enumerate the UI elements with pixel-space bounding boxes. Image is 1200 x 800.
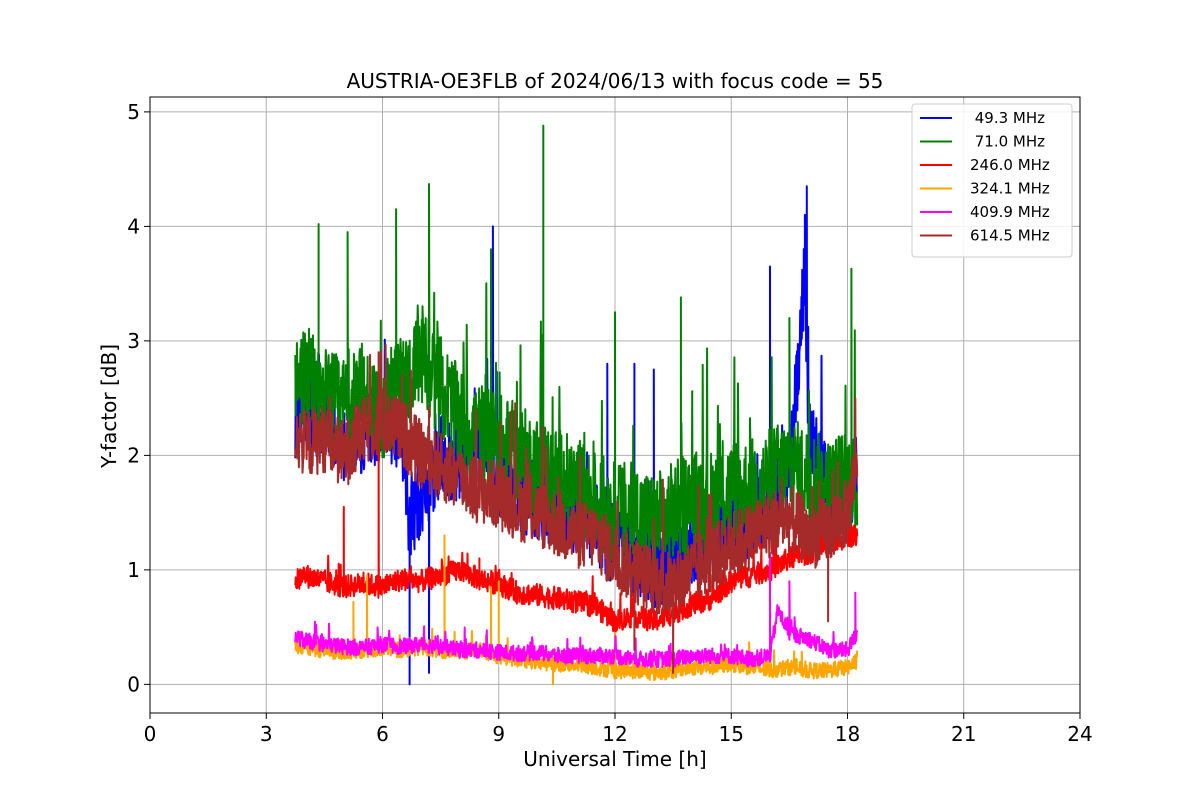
x-axis-title: Universal Time [h]: [523, 747, 706, 771]
y-tick-label: 3: [127, 329, 140, 353]
x-tick-label: 0: [144, 722, 157, 746]
legend-label: 324.1 MHz: [970, 180, 1050, 198]
x-tick-label: 3: [260, 722, 273, 746]
y-tick-label: 5: [127, 100, 140, 124]
series-line-2: [294, 420, 859, 633]
series-line-5: [294, 343, 859, 674]
x-tick-label: 24: [1067, 722, 1092, 746]
y-tick-label: 4: [127, 214, 140, 238]
legend-label: 614.5 MHz: [970, 227, 1050, 245]
y-tick-label: 2: [127, 443, 140, 467]
y-tick-label: 1: [127, 558, 140, 582]
x-tick-label: 21: [951, 722, 976, 746]
x-tick-label: 18: [835, 722, 860, 746]
x-tick-label: 15: [719, 722, 744, 746]
y-tick-label: 0: [127, 672, 140, 696]
plot-area: [294, 124, 859, 686]
legend: 49.3 MHz 71.0 MHz 246.0 MHz 324.1 MHz 409.9…: [911, 103, 1073, 258]
legend-label: 49.3 MHz: [970, 109, 1045, 127]
legend-label: 246.0 MHz: [970, 156, 1050, 174]
x-tick-label: 9: [492, 722, 505, 746]
series-line-4: [294, 551, 859, 668]
legend-label: 409.9 MHz: [970, 203, 1050, 221]
series-line-3: [294, 534, 859, 686]
x-tick-label: 6: [376, 722, 389, 746]
chart-title: AUSTRIA-OE3FLB of 2024/06/13 with focus …: [347, 69, 884, 93]
x-tick-label: 12: [602, 722, 627, 746]
y-axis-title: Y-factor [dB]: [97, 344, 121, 469]
legend-label: 71.0 MHz: [970, 133, 1045, 151]
